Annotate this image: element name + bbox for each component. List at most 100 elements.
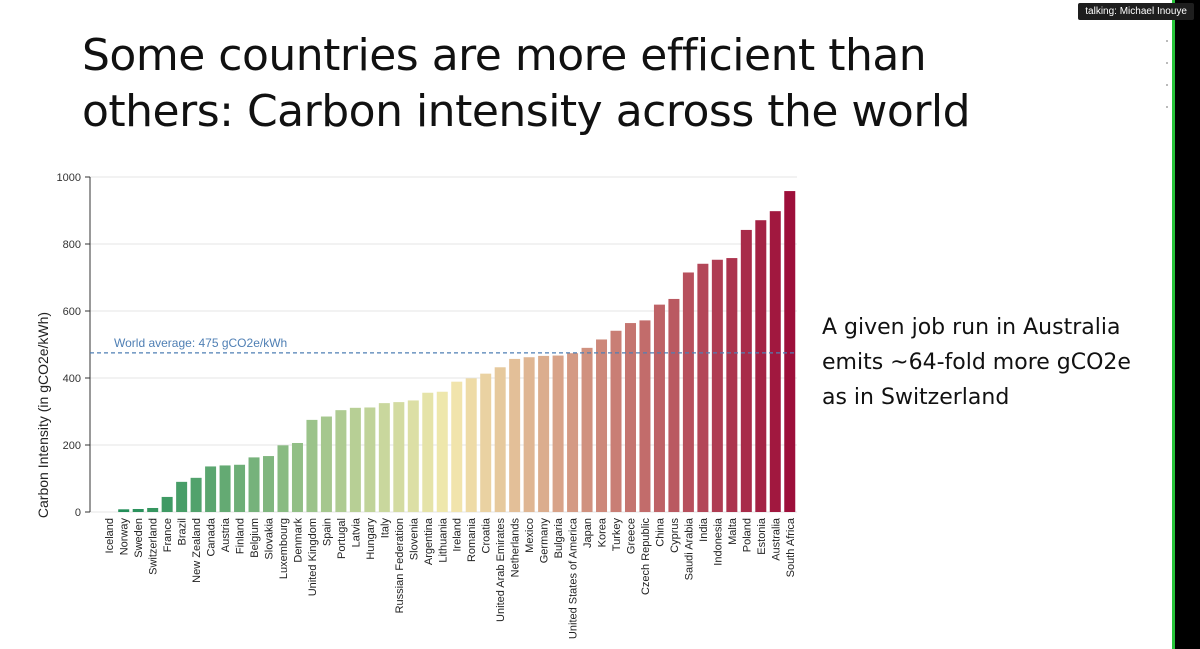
bar-italy	[378, 403, 390, 513]
x-tick-label-mexico: Mexico	[524, 518, 536, 553]
bar-netherlands	[509, 358, 521, 512]
x-tick-label-brazil: Brazil	[177, 518, 189, 546]
x-tick-label-ireland: Ireland	[452, 518, 464, 552]
y-tick-label-400: 400	[63, 373, 81, 385]
x-tick-label-germany: Germany	[539, 518, 551, 564]
video-panel-edge	[1172, 0, 1200, 649]
bar-south-africa	[784, 191, 796, 512]
bar-hungary	[364, 407, 376, 512]
x-tick-label-finland: Finland	[235, 518, 247, 554]
bar-japan	[581, 347, 593, 512]
side-note-line-2: emits ~64-fold more gCO2e	[822, 350, 1131, 375]
bar-chart-svg: 0 200 400 600 800 1000 Iceland Norway Sweden Swi…	[35, 172, 797, 639]
x-tick-label-slovakia: Slovakia	[264, 517, 276, 559]
world-average-reference: World average: 475 gCO2e/kWh	[90, 336, 797, 354]
bar-australia	[769, 211, 781, 513]
x-tick-label-cyprus: Cyprus	[669, 518, 681, 553]
bar-bulgaria	[552, 355, 564, 512]
bar-austria	[219, 465, 231, 512]
y-tick-label-1000: 1000	[57, 172, 81, 184]
x-tick-label-spain: Spain	[321, 518, 333, 546]
bar-india	[697, 263, 709, 512]
y-tick-label-800: 800	[63, 239, 81, 251]
x-tick-label-latvia: Latvia	[350, 517, 362, 547]
bar-indonesia	[711, 259, 723, 512]
x-tick-label-saudi-arabia: Saudi Arabia	[683, 517, 695, 580]
x-tick-label-korea: Korea	[597, 517, 609, 547]
x-tick-label-bulgaria: Bulgaria	[553, 517, 565, 558]
x-tick-label-turkey: Turkey	[611, 518, 623, 552]
bar-czech-republic	[639, 320, 651, 512]
bar-mexico	[523, 357, 535, 512]
bar-korea	[596, 339, 608, 512]
world-average-label: World average: 475 gCO2e/kWh	[114, 336, 287, 350]
carbon-intensity-chart: 0 200 400 600 800 1000 Iceland Norway Sweden Swi…	[0, 160, 810, 649]
bar-denmark	[291, 442, 303, 512]
x-tick-label-belgium: Belgium	[249, 518, 261, 558]
x-tick-label-india: India	[698, 517, 710, 542]
x-tick-label-united-states-of-america: United States of America	[568, 517, 580, 639]
bar-latvia	[349, 407, 361, 512]
x-tick-label-malta: Malta	[727, 517, 739, 545]
x-tick-label-slovenia: Slovenia	[408, 517, 420, 560]
bar-united-states-of-america	[567, 353, 579, 512]
side-note: A given job run in Australia emits ~64-f…	[822, 310, 1152, 415]
x-tick-label-czech-republic: Czech Republic	[640, 518, 652, 596]
bar-portugal	[335, 410, 347, 512]
x-tick-label-china: China	[654, 517, 666, 547]
bar-cyprus	[668, 298, 680, 512]
x-tick-label-italy: Italy	[379, 518, 391, 539]
bar-spain	[320, 416, 332, 512]
slide-edge-markers	[1166, 40, 1169, 128]
y-tick-label-0: 0	[75, 507, 81, 519]
x-tick-label-norway: Norway	[119, 518, 131, 556]
bar-switzerland	[147, 507, 159, 512]
x-tick-label-switzerland: Switzerland	[148, 518, 160, 575]
bar-slovenia	[407, 400, 419, 512]
x-tick-label-denmark: Denmark	[292, 518, 304, 563]
bar-norway	[118, 509, 130, 512]
y-tick-label-200: 200	[63, 440, 81, 452]
x-tick-label-canada: Canada	[206, 517, 218, 556]
bar-saudi-arabia	[682, 272, 694, 512]
x-tick-label-greece: Greece	[625, 518, 637, 554]
side-note-line-3: as in Switzerland	[822, 385, 1010, 410]
bar-belgium	[248, 457, 260, 512]
x-tick-label-estonia: Estonia	[756, 517, 768, 555]
x-tick-label-poland: Poland	[741, 518, 753, 552]
bar-argentina	[422, 392, 434, 512]
bars	[118, 191, 796, 513]
x-tick-label-iceland: Iceland	[104, 518, 116, 553]
bar-united-kingdom	[306, 419, 318, 513]
bar-ireland	[451, 381, 463, 512]
bar-turkey	[610, 330, 622, 512]
x-tick-label-south-africa: South Africa	[785, 517, 797, 577]
x-tick-label-japan: Japan	[582, 518, 594, 548]
bar-poland	[740, 229, 752, 512]
x-tick-label-united-kingdom: United Kingdom	[307, 518, 319, 596]
bar-luxembourg	[277, 445, 289, 512]
x-tick-label-croatia: Croatia	[481, 517, 493, 553]
x-tick-label-sweden: Sweden	[133, 518, 145, 558]
y-tick-label-600: 600	[63, 306, 81, 318]
x-tick-label-lithuania: Lithuania	[437, 517, 449, 563]
x-tick-label-russian-federation: Russian Federation	[394, 518, 406, 613]
bar-new-zealand	[190, 477, 202, 512]
x-tick-label-argentina: Argentina	[423, 517, 435, 565]
bar-croatia	[480, 373, 492, 512]
y-axis-title: Carbon Intensity (in gCO2e/kWh)	[35, 312, 51, 518]
side-note-line-1: A given job run in Australia	[822, 315, 1121, 340]
slide-title: Some countries are more efficient than o…	[82, 30, 971, 137]
x-tick-label-australia: Australia	[770, 517, 782, 561]
bar-malta	[726, 258, 738, 512]
bar-germany	[538, 355, 550, 512]
bar-lithuania	[436, 391, 448, 512]
x-tick-label-luxembourg: Luxembourg	[278, 518, 290, 579]
bar-romania	[465, 378, 477, 512]
active-speaker-badge: talking: Michael Inouye	[1078, 3, 1194, 20]
x-tick-label-indonesia: Indonesia	[712, 517, 724, 566]
bar-slovakia	[263, 456, 275, 512]
x-axis-labels: Iceland Norway Sweden Switzerland France Braz…	[104, 517, 797, 639]
y-axis: 0 200 400 600 800 1000	[57, 172, 91, 519]
x-tick-label-netherlands: Netherlands	[510, 518, 522, 578]
